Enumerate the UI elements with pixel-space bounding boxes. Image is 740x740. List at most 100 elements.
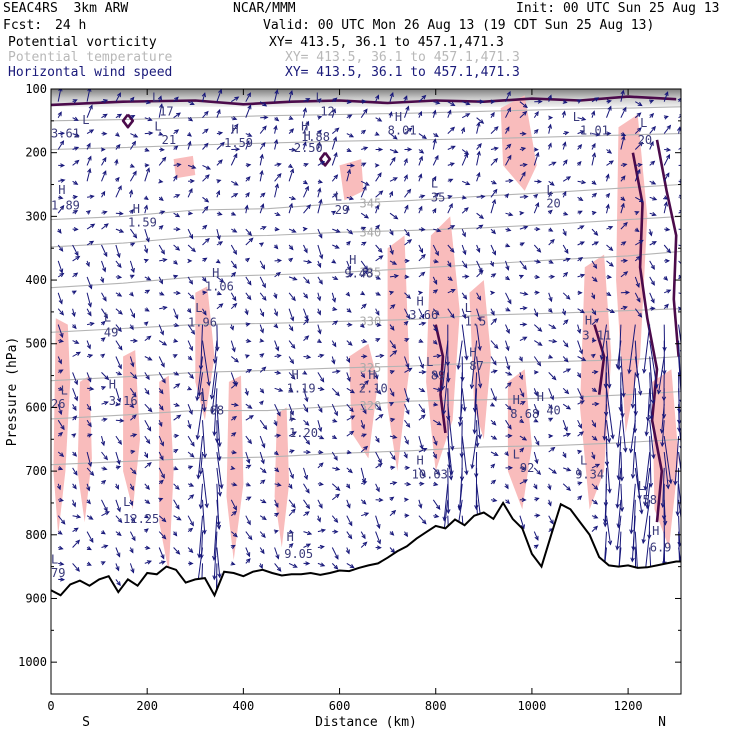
wind-vector-shaft [360,446,368,453]
wind-vector-head [547,209,553,215]
wind-vector-head [288,245,294,251]
wind-vector-head [273,450,279,456]
wind-vector-shaft [259,276,266,288]
wind-vector-head [274,502,279,508]
wind-vector-shaft [259,435,265,448]
wind-vector-shaft [187,435,195,447]
wind-vector-head [198,470,204,476]
wind-vector-head [305,543,312,548]
wind-vector-head [534,497,540,502]
pv-extremum-value: 35 [431,190,445,204]
wind-vector-head [478,224,484,229]
wind-vector-head [421,253,426,259]
wind-vector-head [421,134,427,140]
wind-vector-head [393,214,399,220]
wind-vector-head [147,116,153,122]
wind-vector-head [302,370,308,375]
wind-vector-head [536,259,542,264]
wind-vector-shaft [447,356,449,382]
wind-vector-shaft [577,117,586,121]
wind-vector-head [258,564,263,570]
wind-vector-shaft [187,451,195,458]
wind-vector-shaft [661,420,665,447]
wind-vector-shaft [432,244,439,256]
wind-vector-head [117,310,123,315]
wind-vector-head [74,159,80,165]
wind-vector-head [591,210,597,216]
wind-vector-shaft [303,435,310,445]
wind-vector-head [305,504,311,510]
wind-vector-head [232,532,238,538]
wind-vector-head [450,126,456,132]
wind-vector-head [550,446,556,452]
wind-vector-shaft [101,435,105,446]
wind-vector-head [232,296,237,302]
wind-vector-head [216,179,222,184]
wind-vector-shaft [216,276,224,283]
wind-vector-head [101,386,107,391]
wind-vector-head [448,202,453,208]
wind-vector-head [117,185,122,191]
wind-vector-shaft [418,156,423,166]
wind-vector-head [216,291,222,296]
wind-vector-head [173,466,179,471]
wind-vector-head [533,544,539,549]
wind-vector-shaft [649,356,654,404]
wind-vector-head [145,289,151,294]
wind-vector-head [217,211,223,216]
wind-vector-head [592,277,598,283]
wind-vector-head [176,162,182,168]
wind-vector-shaft [158,340,167,346]
wind-vector-shaft [303,204,311,214]
wind-vector-shaft [317,462,324,469]
wind-vector-shaft [57,404,62,415]
north-end-label: N [658,715,666,730]
wind-vector-shaft [678,483,681,512]
wind-vector-shaft [331,403,338,416]
wind-vector-head [317,115,323,120]
pv-extremum-value: 8.68 [510,407,539,421]
wind-vector-head [145,100,152,105]
wind-vector-head [318,198,323,204]
wind-vector-head [59,140,65,146]
wind-vector-head [262,425,268,431]
wind-vector-shaft [259,531,266,538]
wind-vector-head [478,269,484,275]
pv-low-marker: L [431,177,438,191]
wind-vector-shaft [389,510,396,517]
wind-vector-head [89,321,95,327]
wind-vector-head [59,204,65,210]
wind-vector-head [418,205,423,211]
wind-vector-head [260,264,266,270]
wind-vector-head [116,253,121,259]
pv-high-marker: H [58,183,65,197]
wind-vector-shaft [360,186,367,198]
wind-vector-shaft [375,355,384,357]
wind-vector-head [507,405,512,411]
wind-vector-head [57,359,62,365]
wind-vector-shaft [230,292,237,301]
wind-vector-head [683,293,687,296]
wind-vector-shaft [476,212,484,219]
wind-vector-head [392,134,398,140]
wind-vector-shaft [418,467,426,477]
wind-vector-head [605,192,611,198]
wind-vector-head [117,274,123,280]
wind-vector-shaft [303,308,308,320]
wind-vector-head [562,190,567,196]
wind-vector-head [332,306,338,311]
x-tick-label: 1000 [517,699,546,713]
wind-vector-head [334,493,340,499]
wind-vector-shaft [432,276,438,285]
wind-vector-head [376,322,382,327]
wind-vector-shaft [462,101,470,105]
wind-vector-shaft [432,155,439,166]
pv-contour-line [121,113,135,129]
wind-vector-head [458,421,463,427]
wind-vector-head [566,467,572,472]
wind-vector-shaft [533,356,541,366]
wind-vector-head [580,273,586,278]
wind-vector-head [89,537,94,543]
wind-vector-head [592,436,598,441]
wind-vector-shaft [230,372,237,386]
